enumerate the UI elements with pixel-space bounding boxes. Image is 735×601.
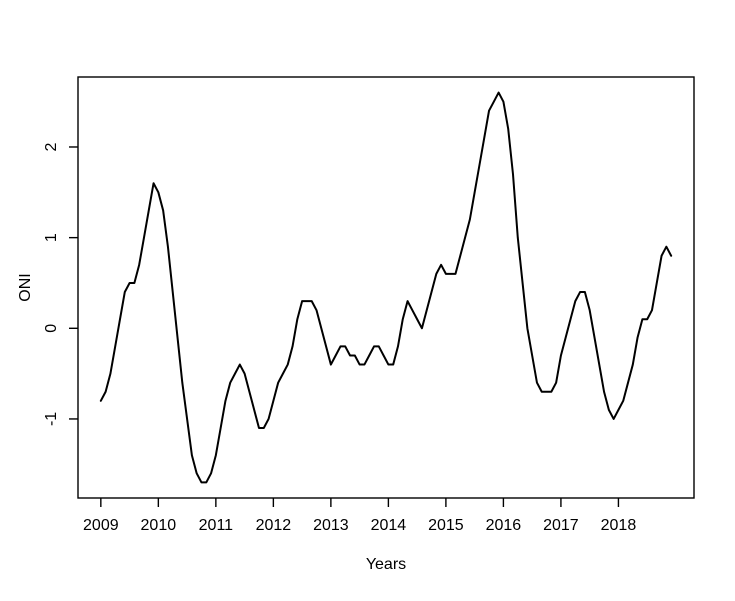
x-axis: 2009 2010 2011 2012 2013 2014 2015 2016 2017 2018 — [83, 498, 636, 534]
x-tick-label: 2012 — [256, 517, 292, 534]
x-tick-label: 2017 — [543, 517, 579, 534]
y-axis: -1 0 1 2 — [43, 142, 78, 426]
x-tick-label: 2016 — [486, 517, 522, 534]
y-tick-label: 0 — [43, 324, 60, 333]
plot-box — [77, 76, 695, 499]
x-tick-label: 2009 — [83, 517, 119, 534]
x-tick-label: 2010 — [141, 517, 177, 534]
oni-series-line — [99, 91, 673, 484]
y-tick-label: 1 — [43, 233, 60, 242]
x-axis-title: Years — [366, 556, 406, 573]
x-tick-label: 2013 — [313, 517, 349, 534]
y-axis-title: ONI — [17, 273, 34, 301]
x-tick-label: 2011 — [199, 517, 234, 534]
x-tick-label: 2015 — [428, 517, 464, 534]
y-tick-label: 2 — [43, 142, 60, 151]
x-tick-label: 2018 — [601, 517, 637, 534]
x-tick-label: 2014 — [371, 517, 407, 534]
y-tick-label: -1 — [43, 412, 60, 426]
